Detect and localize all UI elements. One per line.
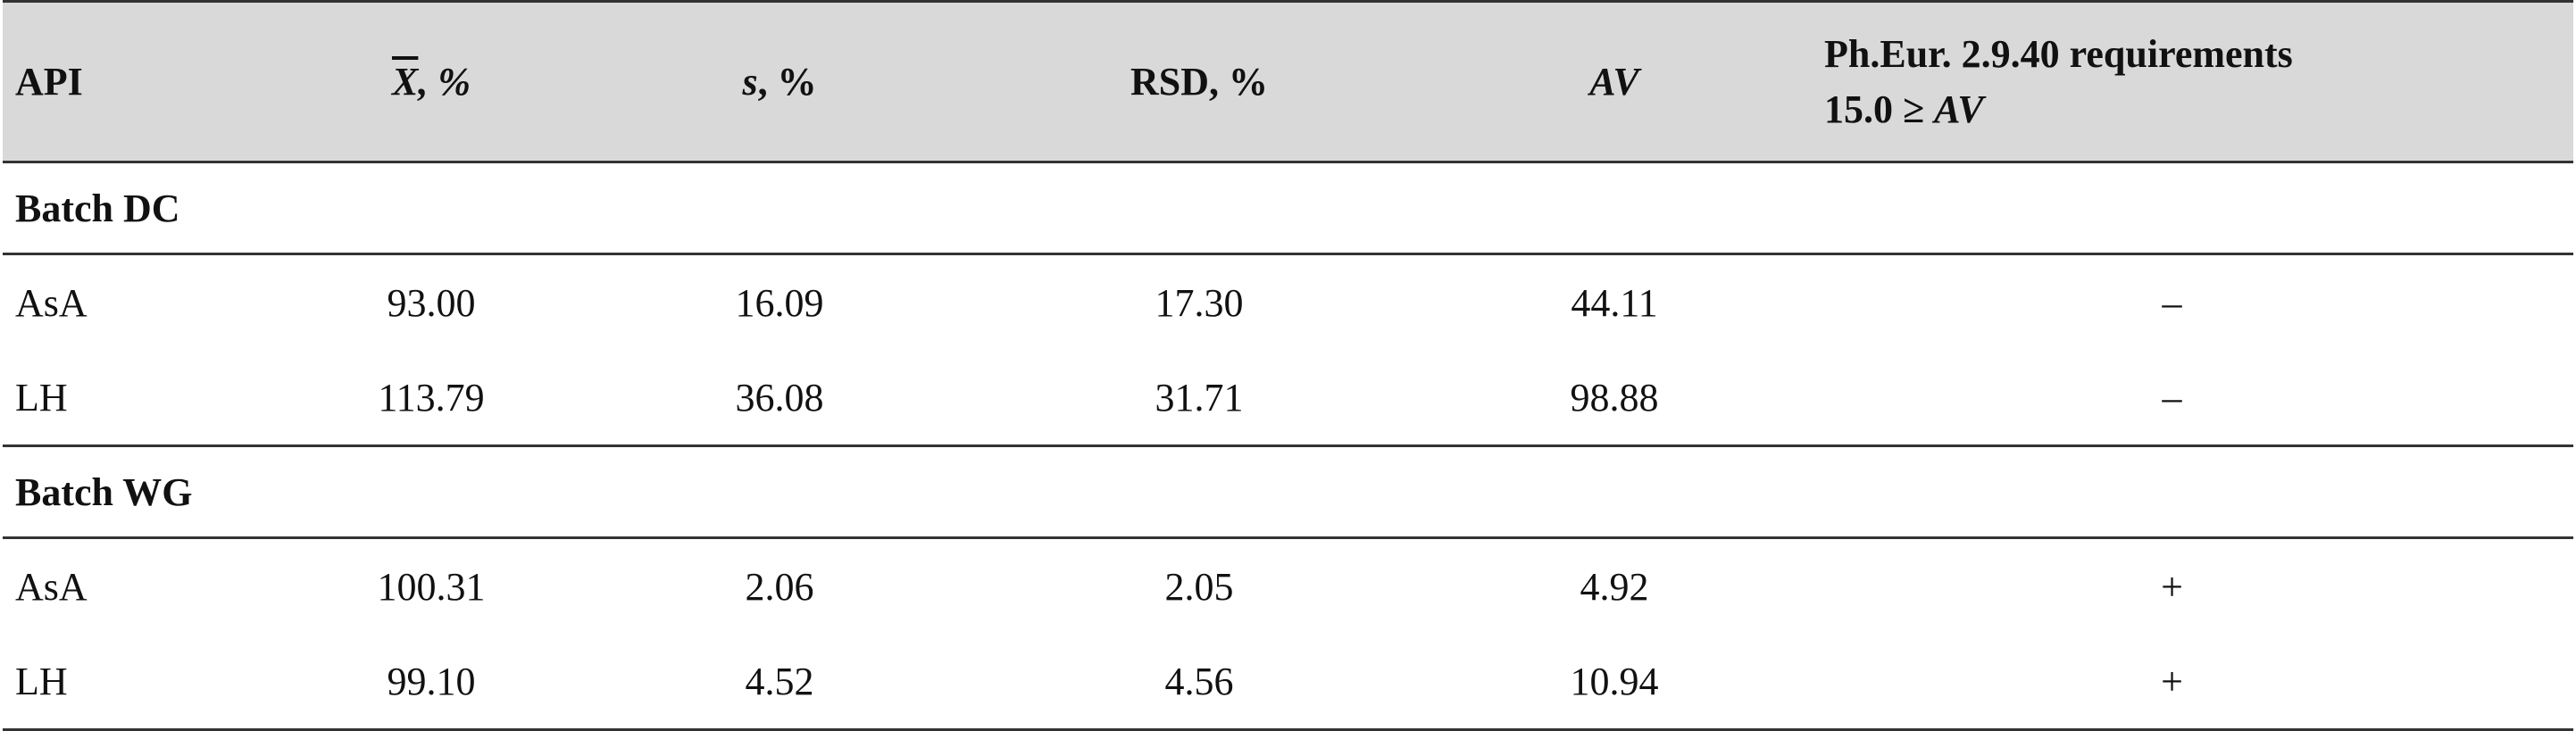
- header-s-suffix: , %: [757, 60, 817, 104]
- group-row-wg: Batch WG: [3, 445, 2573, 539]
- cell-s: 16.09: [735, 280, 824, 325]
- cell-s: 2.06: [745, 564, 814, 609]
- cell-api: AsA: [15, 280, 88, 325]
- cell-rsd: 31.71: [940, 350, 1458, 447]
- header-req-line2: 15.0 ≥ AV: [1824, 82, 2564, 137]
- header-mean-symbol: X: [391, 60, 419, 104]
- cell-api: LH: [3, 634, 244, 731]
- cell-req: +: [1771, 634, 2573, 731]
- header-mean: X, %: [244, 0, 619, 163]
- cell-av: 4.92: [1580, 564, 1649, 609]
- cell-av: 98.88: [1458, 350, 1771, 447]
- cell-mean: 113.79: [244, 350, 619, 447]
- table-row: LH 113.79 36.08 31.71 98.88 –: [3, 350, 2573, 447]
- cell-api: AsA: [15, 564, 88, 609]
- header-rsd: RSD, %: [940, 0, 1458, 163]
- cell-req: +: [2161, 564, 2183, 609]
- cell-s: 4.52: [619, 634, 940, 731]
- cell-mean: 93.00: [387, 280, 476, 325]
- cell-av: 44.11: [1571, 280, 1658, 325]
- cell-mean: 99.10: [244, 634, 619, 731]
- header-req-line2-prefix: 15.0 ≥: [1824, 87, 1935, 131]
- results-table-container: API X, % s, % RSD, % AV Ph.Eur. 2.9.40 r…: [3, 0, 2573, 731]
- cell-rsd: 2.05: [1164, 564, 1234, 609]
- cell-api: LH: [3, 350, 244, 447]
- header-req-line2-av: AV: [1934, 87, 1984, 131]
- group-title: Batch WG: [3, 445, 2573, 539]
- header-s: s, %: [619, 0, 940, 163]
- table-row: AsA 100.31 2.06 2.05 4.92 +: [3, 538, 2573, 635]
- group-title: Batch DC: [3, 162, 2573, 255]
- table-row: LH 99.10 4.52 4.56 10.94 +: [3, 634, 2573, 731]
- header-row: API X, % s, % RSD, % AV Ph.Eur. 2.9.40 r…: [3, 0, 2573, 163]
- cell-req: –: [1771, 350, 2573, 447]
- header-req-line1: Ph.Eur. 2.9.40 requirements: [1824, 31, 2293, 76]
- cell-req: –: [2162, 280, 2182, 325]
- results-table: API X, % s, % RSD, % AV Ph.Eur. 2.9.40 r…: [3, 0, 2573, 731]
- cell-av: 10.94: [1458, 634, 1771, 731]
- table-row: AsA 93.00 16.09 17.30 44.11 –: [3, 254, 2573, 351]
- header-s-symbol: s: [742, 60, 758, 104]
- header-requirements: Ph.Eur. 2.9.40 requirements 15.0 ≥ AV: [1771, 0, 2573, 163]
- cell-rsd: 17.30: [1155, 280, 1244, 325]
- cell-s: 36.08: [619, 350, 940, 447]
- group-row-dc: Batch DC: [3, 162, 2573, 255]
- header-api: API: [3, 0, 244, 163]
- header-mean-suffix: , %: [418, 60, 471, 104]
- header-av: AV: [1458, 0, 1771, 163]
- cell-rsd: 4.56: [940, 634, 1458, 731]
- cell-mean: 100.31: [377, 564, 486, 609]
